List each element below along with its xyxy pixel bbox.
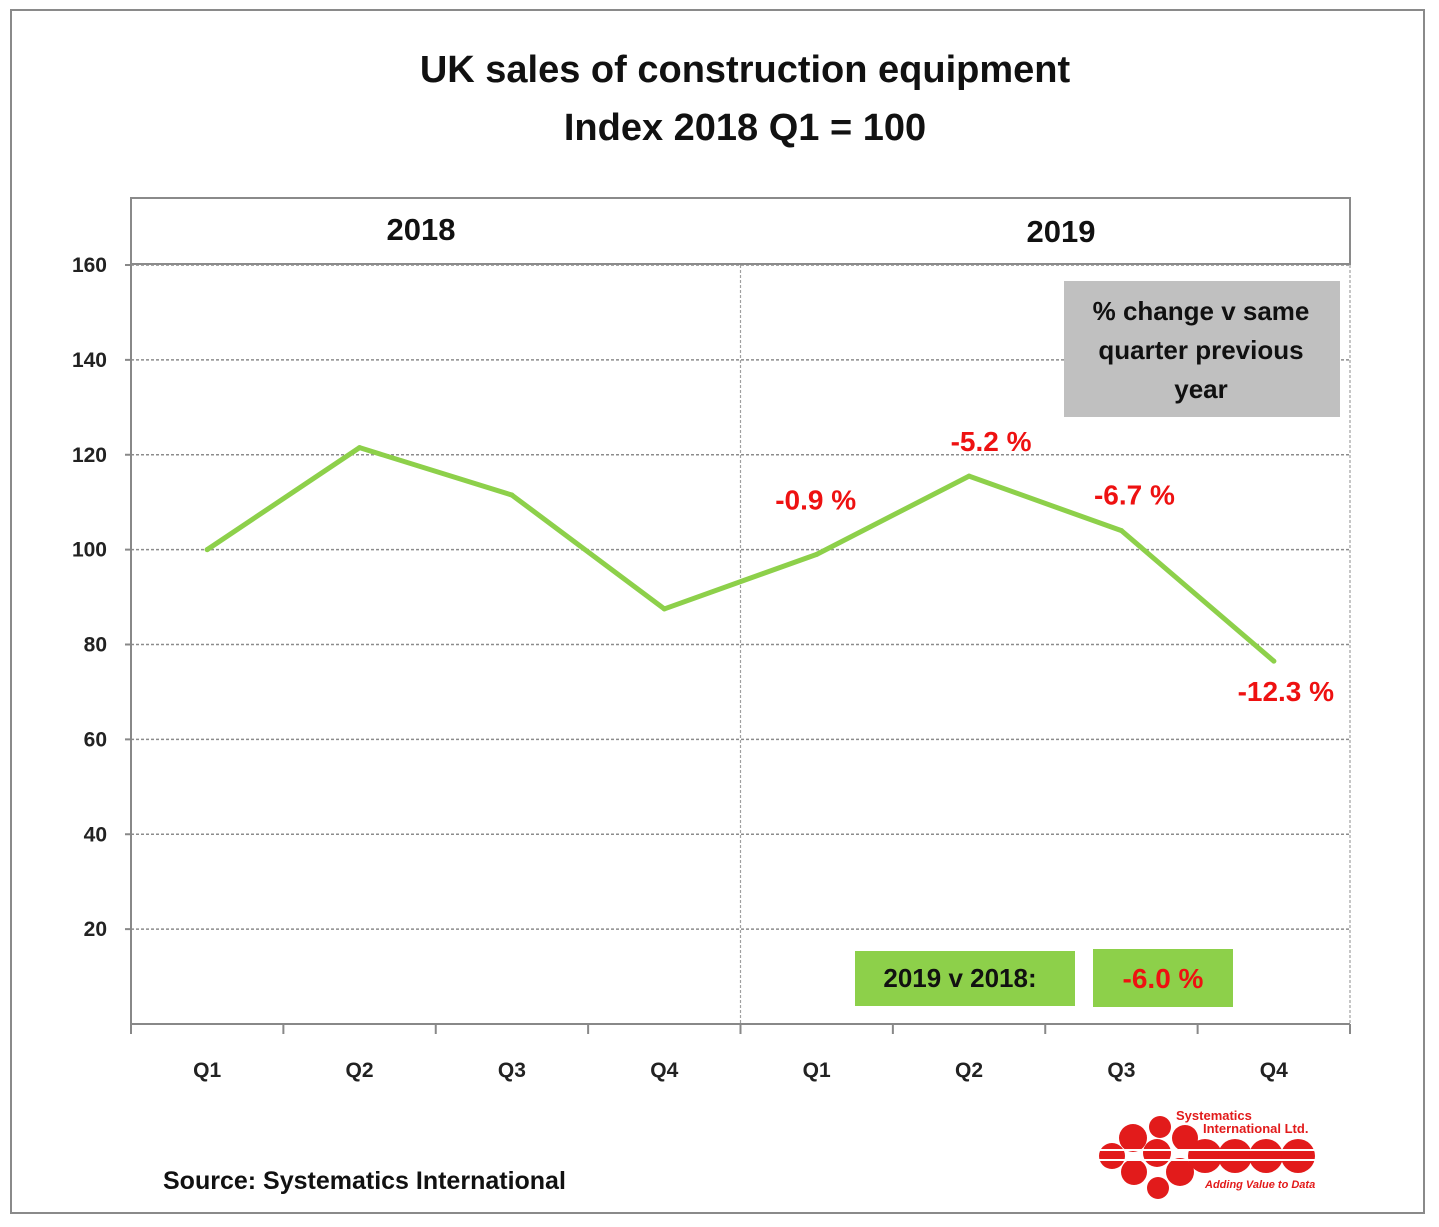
logo-dot-11 bbox=[1147, 1177, 1169, 1199]
summary-value-box bbox=[1093, 949, 1233, 1007]
logo-dot-8 bbox=[1281, 1139, 1315, 1173]
source-note: Source: Systematics International bbox=[163, 1167, 566, 1195]
series-line-0 bbox=[204, 445, 1277, 664]
summary-label-box bbox=[855, 951, 1075, 1006]
chart-title: UK sales of construction equipment bbox=[420, 49, 1071, 91]
logo-dot-4 bbox=[1143, 1139, 1171, 1167]
y-tick-label-20: 20 bbox=[84, 918, 107, 941]
y-tick-label-80: 80 bbox=[84, 634, 107, 657]
figure-frame bbox=[10, 9, 1425, 1214]
chart-subtitle: Index 2018 Q1 = 100 bbox=[564, 107, 926, 149]
systematics-logo: Systematics International Ltd. Adding Va… bbox=[1098, 1108, 1318, 1199]
y-tick-label-100: 100 bbox=[72, 539, 107, 562]
data-point-2 bbox=[509, 492, 515, 498]
logo-dot-1 bbox=[1119, 1124, 1147, 1152]
data-point-4 bbox=[814, 551, 820, 557]
x-tick-label-4: Q1 bbox=[803, 1059, 831, 1082]
y-tick-label-60: 60 bbox=[84, 728, 107, 751]
x-tick-label-5: Q2 bbox=[955, 1059, 983, 1082]
pct-annotations: -0.9 % -5.2 % -6.7 % -12.3 % bbox=[775, 426, 1334, 707]
x-tick-labels: Q1 Q2 Q3 Q4 Q1 Q2 Q3 Q4 bbox=[193, 1059, 1288, 1082]
logo-name-line-1: Systematics bbox=[1176, 1108, 1252, 1123]
pct-annotation-7: -12.3 % bbox=[1238, 676, 1335, 707]
series-layer bbox=[204, 445, 1277, 664]
logo-dot-3 bbox=[1099, 1143, 1125, 1169]
logo-dot-10 bbox=[1166, 1158, 1194, 1186]
logo-dot-5 bbox=[1188, 1139, 1222, 1173]
logo-dot-9 bbox=[1121, 1159, 1147, 1185]
x-tick-label-6: Q3 bbox=[1107, 1059, 1135, 1082]
data-point-7 bbox=[1271, 658, 1277, 664]
logo-dot-6 bbox=[1218, 1139, 1252, 1173]
logo-dot-7 bbox=[1249, 1139, 1283, 1173]
pct-annotation-5: -5.2 % bbox=[951, 426, 1032, 457]
axes bbox=[125, 264, 1351, 1034]
x-tick-label-1: Q2 bbox=[346, 1059, 374, 1082]
y-tick-label-120: 120 bbox=[72, 444, 107, 467]
logo-dots-icon bbox=[1098, 1116, 1318, 1199]
note-box bbox=[1064, 281, 1340, 417]
data-point-0 bbox=[204, 547, 210, 553]
year-header-box bbox=[130, 197, 1351, 265]
logo-tagline: Adding Value to Data bbox=[1204, 1179, 1315, 1191]
logo-dot-0 bbox=[1149, 1116, 1171, 1138]
data-point-5 bbox=[966, 473, 972, 479]
year-label-2018: 2018 bbox=[387, 212, 456, 247]
logo-dot-2 bbox=[1172, 1125, 1198, 1151]
x-tick-label-2: Q3 bbox=[498, 1059, 526, 1082]
summary-label: 2019 v 2018: bbox=[883, 963, 1036, 993]
summary-value: -6.0 % bbox=[1123, 963, 1204, 994]
year-label-2019: 2019 bbox=[1027, 214, 1096, 249]
data-point-6 bbox=[1118, 528, 1124, 534]
x-tick-label-7: Q4 bbox=[1260, 1059, 1288, 1082]
y-tick-label-140: 140 bbox=[72, 349, 107, 372]
x-tick-label-0: Q1 bbox=[193, 1059, 221, 1082]
y-tick-labels: 20 40 60 80 100 120 140 160 bbox=[72, 254, 107, 941]
y-tick-label-40: 40 bbox=[84, 823, 107, 846]
y-tick-label-160: 160 bbox=[72, 254, 107, 277]
logo-name-line-2: International Ltd. bbox=[1203, 1121, 1308, 1136]
data-point-3 bbox=[661, 606, 667, 612]
note-line-3: year bbox=[1174, 374, 1228, 404]
pct-annotation-4: -0.9 % bbox=[775, 484, 856, 515]
x-tick-label-3: Q4 bbox=[650, 1059, 678, 1082]
data-point-1 bbox=[357, 445, 363, 451]
note-line-2: quarter previous bbox=[1098, 335, 1303, 365]
note-line-1: % change v same bbox=[1093, 296, 1310, 326]
pct-annotation-6: -6.7 % bbox=[1094, 480, 1175, 511]
